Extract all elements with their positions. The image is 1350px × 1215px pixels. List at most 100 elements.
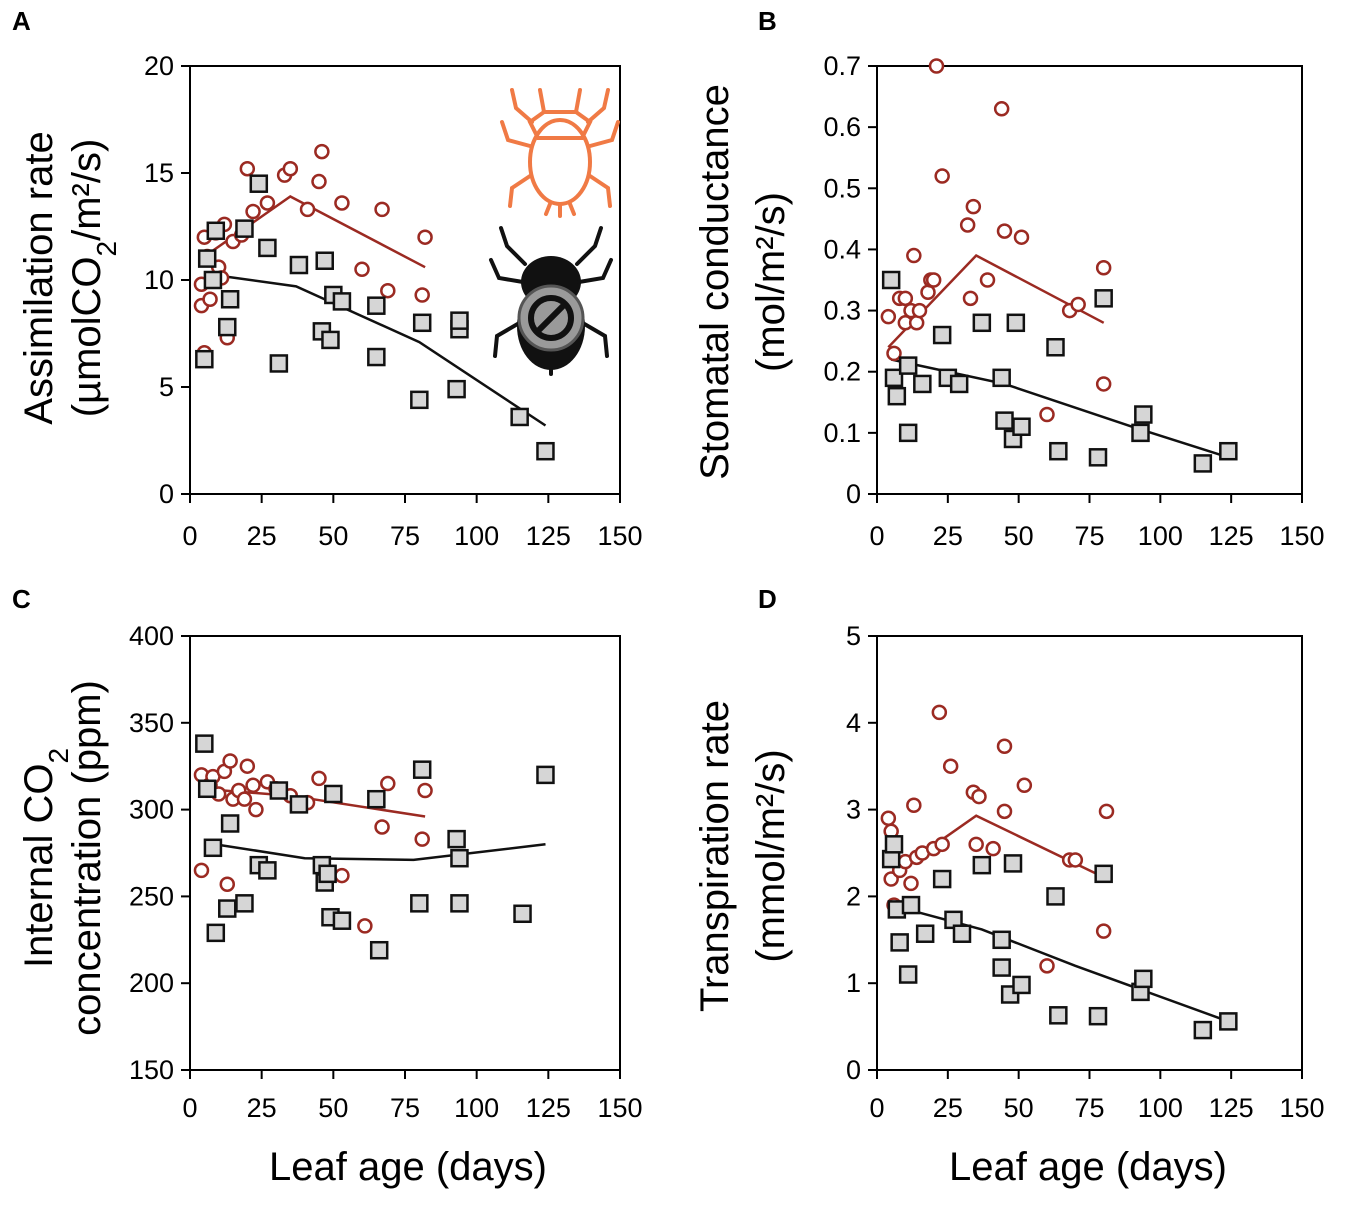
data-point-infested xyxy=(314,143,330,160)
panel-transpiration-rate: D Transpiration rate (mmol/m²/s) 0123450… xyxy=(693,584,1325,1123)
insect-icon-infested xyxy=(500,88,620,218)
data-point-control xyxy=(289,255,309,275)
y-tick-label: 0 xyxy=(159,479,174,509)
y-tick-label: 0.4 xyxy=(823,234,861,264)
data-point-control xyxy=(1193,454,1213,473)
data-point-control xyxy=(536,441,555,461)
data-point-infested xyxy=(219,876,236,892)
data-point-infested xyxy=(985,840,1001,857)
data-point-infested xyxy=(996,223,1013,239)
y-tick-label: 0.5 xyxy=(823,173,861,203)
x-tick-label: 75 xyxy=(1074,1093,1104,1123)
trend-line-control xyxy=(204,272,547,427)
data-point-control xyxy=(1131,423,1150,443)
y-tick-label: 150 xyxy=(129,1055,174,1085)
axes-b: 0 0.1 0.2 0.3 0.4 0.5 0.6 0.7 0 25 50 75 100 125 150 xyxy=(823,51,1324,551)
x-tick-label: 0 xyxy=(869,521,884,551)
data-point-control xyxy=(195,734,214,753)
data-point-control xyxy=(369,940,389,960)
x-tick-label: 50 xyxy=(318,521,348,551)
data-point-control xyxy=(901,895,921,915)
data-point-control xyxy=(235,894,254,913)
data-point-infested xyxy=(942,758,959,774)
panel-stomatal-conductance: B Stomatal conductance (mol/m²/s) 0 0.1 0.… xyxy=(693,6,1325,551)
data-point-control xyxy=(884,835,904,854)
data-point-control xyxy=(324,784,343,804)
data-point-infested xyxy=(965,198,982,215)
x-tick-label: 100 xyxy=(454,1093,499,1123)
data-point-infested xyxy=(311,173,327,190)
x-tick-label: 125 xyxy=(526,1093,571,1123)
data-point-control xyxy=(881,270,901,290)
data-point-control xyxy=(367,296,386,315)
data-point-control xyxy=(218,899,237,918)
data-point-infested xyxy=(1013,229,1030,245)
data-point-infested xyxy=(1067,852,1084,868)
data-point-infested xyxy=(245,777,261,794)
x-tick-label: 125 xyxy=(526,521,571,551)
data-point-control xyxy=(206,923,226,943)
data-point-control xyxy=(1134,969,1153,989)
y-tick-label: 5 xyxy=(159,372,174,402)
data-point-control xyxy=(315,251,334,270)
data-point-control xyxy=(195,349,214,369)
data-point-control xyxy=(1219,1012,1238,1031)
y-tick-label: 2 xyxy=(846,881,861,911)
data-point-infested xyxy=(380,775,396,792)
x-tick-label: 75 xyxy=(1074,521,1104,551)
x-tick-label: 150 xyxy=(597,521,642,551)
data-point-control xyxy=(1193,1020,1213,1040)
data-point-infested xyxy=(962,290,979,307)
data-point-control xyxy=(1049,441,1068,461)
data-point-infested xyxy=(248,801,264,818)
ylabel-d-line2: (mmol/m²/s) xyxy=(749,749,793,962)
data-point-infested xyxy=(1098,803,1115,820)
data-point-infested xyxy=(928,58,945,74)
y-tick-label: 400 xyxy=(129,621,174,651)
data-point-control xyxy=(332,911,352,930)
data-point-control xyxy=(513,904,532,924)
ylabel-d-line1: Transpiration rate xyxy=(693,700,737,1012)
insect-icon-no-insect xyxy=(489,226,613,376)
data-point-infested xyxy=(880,308,897,325)
data-point-infested xyxy=(334,867,350,884)
data-point-control xyxy=(995,411,1014,430)
data-point-infested xyxy=(334,195,350,211)
data-point-control xyxy=(450,848,469,868)
data-point-control xyxy=(915,924,935,943)
data-point-control xyxy=(1094,864,1113,884)
data-point-control xyxy=(1088,1006,1108,1026)
axes-a: 0 5 10 15 20 0 25 50 75 100 125 150 xyxy=(144,51,643,551)
data-point-control xyxy=(450,311,469,330)
x-tick-label: 100 xyxy=(454,521,499,551)
data-point-infested xyxy=(282,160,299,177)
y-tick-label: 1 xyxy=(846,968,861,998)
y-tick-label: 0 xyxy=(846,479,861,509)
y-tick-label: 0.7 xyxy=(823,51,861,81)
x-tick-label: 0 xyxy=(182,521,197,551)
data-point-infested xyxy=(908,315,925,331)
y-tick-label: 300 xyxy=(129,795,174,825)
data-point-infested xyxy=(1016,777,1033,794)
data-point-infested xyxy=(906,247,922,264)
data-point-infested xyxy=(968,836,984,853)
data-point-control xyxy=(1134,405,1153,424)
data-point-control xyxy=(269,354,289,373)
data-point-control xyxy=(220,290,240,309)
data-point-infested xyxy=(259,195,276,211)
data-point-infested xyxy=(996,803,1013,820)
ylabel-c-line2: Internal CO2 xyxy=(17,748,74,968)
data-point-control xyxy=(1219,441,1238,461)
data-point-control xyxy=(1003,854,1023,873)
data-point-infested xyxy=(380,282,396,299)
data-point-infested xyxy=(979,272,996,288)
ylabel-b-line2: (mol/m²/s) xyxy=(749,192,793,372)
data-point-control xyxy=(235,219,254,238)
y-tick-label: 3 xyxy=(846,795,861,825)
data-point-control xyxy=(992,930,1011,950)
data-point-infested xyxy=(414,831,430,847)
data-point-control xyxy=(1094,289,1113,308)
data-point-infested xyxy=(414,287,430,303)
data-point-infested xyxy=(993,101,1010,117)
